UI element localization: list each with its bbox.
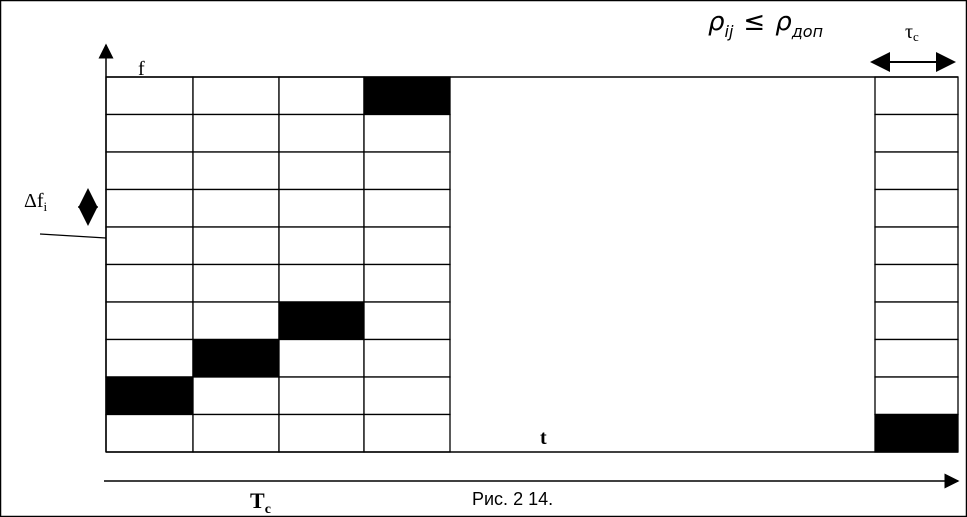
grid-cell [278,76,365,116]
occupied-cell [105,376,194,416]
grid-cell [874,263,959,303]
grid-cell [874,226,959,266]
grid-cell [874,151,959,191]
grid-cell [874,376,959,416]
grid-cell [363,151,451,191]
time-frequency-grid [105,76,959,453]
caption: Рис. 2 14. [472,489,553,509]
occupied-cell [192,338,280,378]
grid-cell [105,76,194,116]
grid-cell [105,151,194,191]
period-label: Tc [250,488,271,517]
grid-cell [105,338,194,378]
grid-cell [278,338,365,378]
delta-f-label: Δfi [24,190,48,214]
f-label: f [138,58,145,80]
grid-cell [363,188,451,228]
grid-cell [363,226,451,266]
grid-cell [363,413,451,453]
grid-cell [105,301,194,341]
grid-cell [278,263,365,303]
grid-cell [105,226,194,266]
grid-cell [363,301,451,341]
grid-cell [192,113,280,153]
grid-cell [105,263,194,303]
grid-cell [363,263,451,303]
tau-label: τc [905,21,919,44]
grid-cell [278,413,365,453]
grid-cell [192,301,280,341]
grid-cell [874,113,959,153]
grid-cell [278,226,365,266]
grid-cell [192,376,280,416]
grid-cell [105,413,194,453]
grid-cell [278,151,365,191]
grid-cell [278,188,365,228]
grid-cell [363,338,451,378]
grid-cell [192,413,280,453]
occupied-cell [278,301,365,341]
t-label: t [540,427,547,449]
grid-cell [363,376,451,416]
delta-f-pointer [39,233,107,239]
grid-cell [105,188,194,228]
formula: ρij ≤ ρдоп [708,7,823,41]
grid-cell [874,188,959,228]
grid-cell [192,263,280,303]
occupied-cell [363,76,451,116]
grid-cell [192,151,280,191]
grid-cell [363,113,451,153]
grid-cell [278,113,365,153]
grid-cell [874,301,959,341]
occupied-cell [874,413,959,453]
grid-cell [105,113,194,153]
grid-cell [278,376,365,416]
grid-cell [192,76,280,116]
grid-cell [192,188,280,228]
grid-cell [192,226,280,266]
grid-cell [874,338,959,378]
grid-cell [874,76,959,116]
